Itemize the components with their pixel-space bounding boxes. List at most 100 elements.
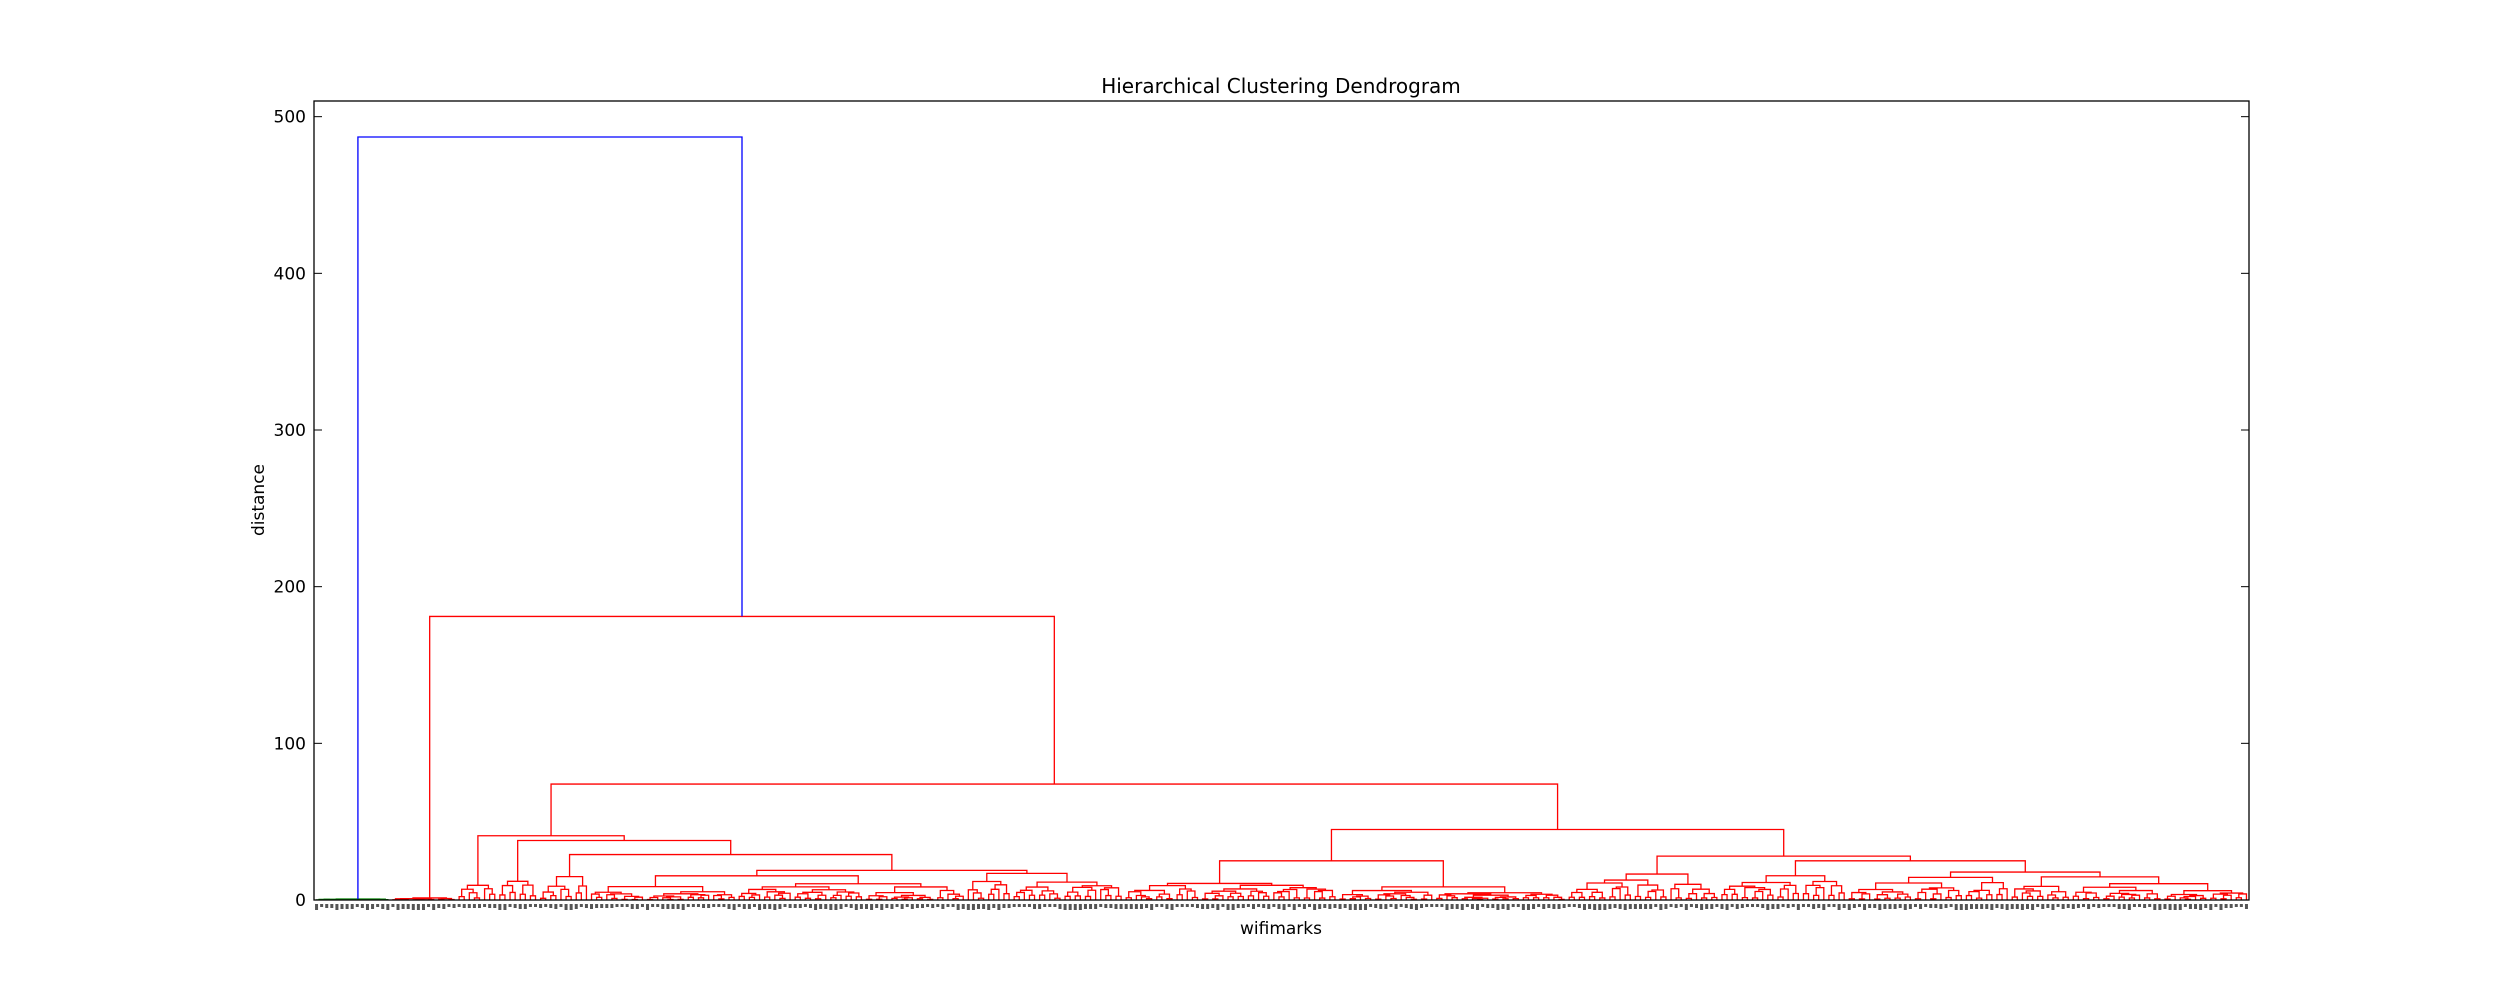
- leaf-label: [1659, 904, 1663, 910]
- leaf-label: [1206, 904, 1210, 909]
- leaf-label: [2239, 904, 2243, 907]
- leaf-label: [921, 904, 925, 908]
- leaf-label: [579, 904, 583, 907]
- leaf-label: [498, 904, 502, 910]
- leaf-label: [966, 904, 970, 910]
- leaf-label: [946, 904, 950, 907]
- leaf-label: [1761, 904, 1765, 908]
- leaf-label: [1033, 904, 1037, 909]
- leaf-label: [1786, 904, 1790, 908]
- leaf-label: [1715, 904, 1719, 907]
- leaf-label: [1949, 904, 1953, 907]
- leaf-label: [1608, 904, 1612, 909]
- leaf-label: [773, 904, 777, 910]
- leaf-label: [2112, 904, 2116, 907]
- y-tick-label: 0: [295, 891, 306, 911]
- leaf-label: [2163, 904, 2167, 909]
- leaf-label: [696, 904, 700, 907]
- leaf-label: [406, 904, 410, 909]
- leaf-label: [2122, 904, 2126, 909]
- leaf-label: [1766, 904, 1770, 910]
- leaf-label: [1058, 904, 1062, 909]
- leaf-label: [885, 904, 889, 908]
- leaf-label: [315, 904, 319, 910]
- leaf-label: [1476, 904, 1480, 910]
- leaf-label: [396, 904, 400, 910]
- leaf-label: [554, 904, 558, 909]
- leaf-label: [1420, 904, 1424, 908]
- leaf-label: [961, 904, 965, 909]
- leaf-label: [722, 904, 726, 907]
- leaf-label: [1980, 904, 1984, 909]
- leaf-label: [1150, 904, 1154, 910]
- leaf-label: [1369, 904, 1373, 907]
- leaf-label: [2244, 904, 2248, 909]
- leaf-label: [335, 904, 339, 910]
- leaf-label: [345, 904, 349, 909]
- leaf-label: [467, 904, 471, 908]
- leaf-label: [1180, 904, 1184, 907]
- leaf-label: [1262, 904, 1266, 908]
- leaf-label: [651, 904, 655, 907]
- leaf-label: [2036, 904, 2040, 907]
- leaf-label: [1353, 904, 1357, 910]
- leaf-label: [1348, 904, 1352, 910]
- leaf-label: [763, 904, 767, 909]
- leaf-label: [1567, 904, 1571, 907]
- leaf-label: [1705, 904, 1709, 909]
- leaf-label: [1638, 904, 1642, 909]
- leaf-label: [1119, 904, 1123, 909]
- leaf-label: [1695, 904, 1699, 908]
- leaf-label: [793, 904, 797, 908]
- leaf-label: [1689, 904, 1693, 907]
- leaf-label: [1542, 904, 1546, 909]
- leaf-label: [2148, 904, 2152, 907]
- leaf-label: [1440, 904, 1444, 907]
- leaf-label: [1852, 904, 1856, 908]
- leaf-label: [2061, 904, 2065, 909]
- leaf-label: [931, 904, 935, 908]
- leaf-label: [1644, 904, 1648, 909]
- leaf-label: [1455, 904, 1459, 909]
- leaf-label: [742, 904, 746, 909]
- leaf-label: [1323, 904, 1327, 908]
- leaf-label: [1679, 904, 1683, 907]
- leaf-label: [365, 904, 369, 910]
- leaf-label: [2209, 904, 2213, 910]
- leaf-label: [1195, 904, 1199, 908]
- leaf-label: [1399, 904, 1403, 907]
- leaf-label: [1822, 904, 1826, 910]
- leaf-label: [1267, 904, 1271, 909]
- leaf-label: [1094, 904, 1098, 909]
- leaf-label: [1470, 904, 1474, 909]
- leaf-label: [864, 904, 868, 909]
- leaf-label: [824, 904, 828, 909]
- leaf-label: [788, 904, 792, 908]
- leaf-label: [488, 904, 492, 908]
- leaf-label: [1241, 904, 1245, 908]
- leaf-label: [1633, 904, 1637, 909]
- leaf-label: [814, 904, 818, 910]
- leaf-label: [936, 904, 940, 907]
- leaf-label: [457, 904, 461, 907]
- leaf-label: [752, 904, 756, 907]
- leaf-label: [2178, 904, 2182, 910]
- leaf-label: [360, 904, 364, 908]
- leaf-label: [483, 904, 487, 907]
- leaf-label: [1272, 904, 1276, 907]
- leaf-label: [1547, 904, 1551, 908]
- leaf-label: [2051, 904, 2055, 910]
- leaf-label: [1863, 904, 1867, 910]
- leaf-label: [1618, 904, 1622, 909]
- leaf-label: [401, 904, 405, 909]
- leaf-label: [1078, 904, 1082, 910]
- leaf-label: [1740, 904, 1744, 908]
- leaf-label: [1908, 904, 1912, 909]
- leaf-label: [518, 904, 522, 909]
- leaf-label: [595, 904, 599, 908]
- leaf-label: [1903, 904, 1907, 910]
- leaf-label: [1735, 904, 1739, 909]
- leaf-label: [910, 904, 914, 909]
- leaf-label: [2183, 904, 2187, 907]
- leaf-label: [1007, 904, 1011, 908]
